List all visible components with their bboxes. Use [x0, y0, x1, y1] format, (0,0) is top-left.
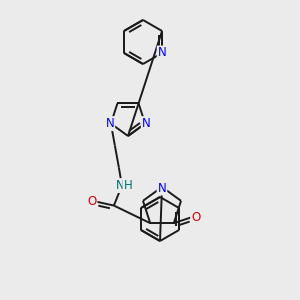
- Text: N: N: [142, 117, 151, 130]
- Text: N: N: [158, 46, 167, 59]
- Text: N: N: [106, 117, 114, 130]
- Text: N: N: [158, 182, 166, 194]
- Text: H: H: [124, 179, 132, 192]
- Text: O: O: [191, 211, 200, 224]
- Text: O: O: [87, 195, 97, 208]
- Text: N: N: [116, 179, 124, 192]
